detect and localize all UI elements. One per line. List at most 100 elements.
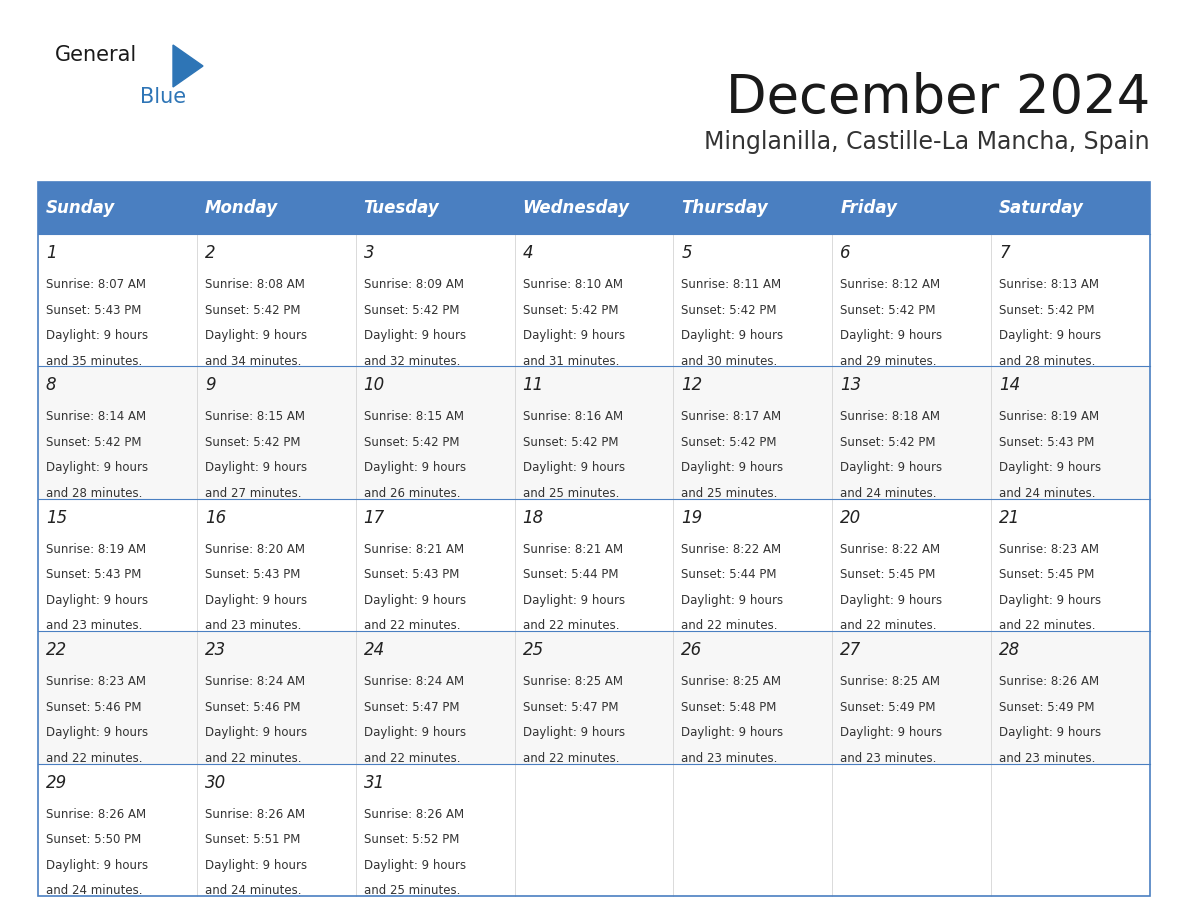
Text: Sunset: 5:43 PM: Sunset: 5:43 PM: [364, 568, 459, 581]
Text: Sunrise: 8:07 AM: Sunrise: 8:07 AM: [46, 278, 146, 291]
Text: 15: 15: [46, 509, 68, 527]
Text: Tuesday: Tuesday: [364, 199, 440, 217]
Text: Daylight: 9 hours: Daylight: 9 hours: [364, 726, 466, 739]
Text: 11: 11: [523, 376, 544, 395]
Text: Sunset: 5:42 PM: Sunset: 5:42 PM: [364, 304, 459, 317]
Text: and 34 minutes.: and 34 minutes.: [204, 354, 302, 367]
Text: Sunrise: 8:21 AM: Sunrise: 8:21 AM: [523, 543, 623, 555]
Text: Sunset: 5:42 PM: Sunset: 5:42 PM: [840, 304, 936, 317]
Text: Sunrise: 8:09 AM: Sunrise: 8:09 AM: [364, 278, 463, 291]
Text: Sunrise: 8:16 AM: Sunrise: 8:16 AM: [523, 410, 623, 423]
Text: 7: 7: [999, 244, 1010, 262]
Text: and 24 minutes.: and 24 minutes.: [999, 487, 1095, 500]
Text: Sunset: 5:42 PM: Sunset: 5:42 PM: [46, 436, 141, 449]
Text: Sunrise: 8:25 AM: Sunrise: 8:25 AM: [523, 676, 623, 688]
Text: Daylight: 9 hours: Daylight: 9 hours: [364, 329, 466, 342]
Text: and 25 minutes.: and 25 minutes.: [523, 487, 619, 500]
Text: Daylight: 9 hours: Daylight: 9 hours: [840, 329, 942, 342]
Text: 16: 16: [204, 509, 226, 527]
Text: and 30 minutes.: and 30 minutes.: [682, 354, 778, 367]
Text: Daylight: 9 hours: Daylight: 9 hours: [364, 594, 466, 607]
Text: December 2024: December 2024: [726, 72, 1150, 124]
Text: Sunrise: 8:22 AM: Sunrise: 8:22 AM: [840, 543, 941, 555]
Text: 31: 31: [364, 774, 385, 791]
Text: Sunrise: 8:26 AM: Sunrise: 8:26 AM: [46, 808, 146, 821]
Text: Minglanilla, Castille-La Mancha, Spain: Minglanilla, Castille-La Mancha, Spain: [704, 130, 1150, 154]
Text: and 22 minutes.: and 22 minutes.: [46, 752, 143, 765]
Text: and 22 minutes.: and 22 minutes.: [999, 620, 1095, 633]
Text: Sunset: 5:46 PM: Sunset: 5:46 PM: [204, 700, 301, 713]
Text: Sunrise: 8:15 AM: Sunrise: 8:15 AM: [364, 410, 463, 423]
Text: 26: 26: [682, 641, 702, 659]
Bar: [38, 764, 1150, 896]
Text: Sunset: 5:50 PM: Sunset: 5:50 PM: [46, 834, 141, 846]
Text: Sunset: 5:42 PM: Sunset: 5:42 PM: [204, 436, 301, 449]
Text: 30: 30: [204, 774, 226, 791]
Text: 2: 2: [204, 244, 215, 262]
Text: Daylight: 9 hours: Daylight: 9 hours: [204, 726, 307, 739]
Text: and 25 minutes.: and 25 minutes.: [364, 884, 460, 897]
Text: Sunset: 5:43 PM: Sunset: 5:43 PM: [999, 436, 1094, 449]
Text: Daylight: 9 hours: Daylight: 9 hours: [204, 329, 307, 342]
Text: Daylight: 9 hours: Daylight: 9 hours: [999, 594, 1101, 607]
Text: Daylight: 9 hours: Daylight: 9 hours: [46, 329, 148, 342]
Text: Sunset: 5:44 PM: Sunset: 5:44 PM: [682, 568, 777, 581]
Text: Daylight: 9 hours: Daylight: 9 hours: [682, 462, 784, 475]
Text: Sunset: 5:42 PM: Sunset: 5:42 PM: [682, 436, 777, 449]
Bar: [38, 366, 1150, 498]
Text: Sunset: 5:42 PM: Sunset: 5:42 PM: [364, 436, 459, 449]
Text: and 22 minutes.: and 22 minutes.: [204, 752, 302, 765]
Text: Sunrise: 8:20 AM: Sunrise: 8:20 AM: [204, 543, 305, 555]
Text: Sunrise: 8:23 AM: Sunrise: 8:23 AM: [999, 543, 1099, 555]
Text: Sunset: 5:47 PM: Sunset: 5:47 PM: [523, 700, 618, 713]
Text: Daylight: 9 hours: Daylight: 9 hours: [46, 462, 148, 475]
Text: Sunset: 5:49 PM: Sunset: 5:49 PM: [840, 700, 936, 713]
Text: Sunrise: 8:19 AM: Sunrise: 8:19 AM: [999, 410, 1099, 423]
Text: Daylight: 9 hours: Daylight: 9 hours: [682, 594, 784, 607]
Text: Sunrise: 8:10 AM: Sunrise: 8:10 AM: [523, 278, 623, 291]
Text: 20: 20: [840, 509, 861, 527]
Text: Daylight: 9 hours: Daylight: 9 hours: [364, 858, 466, 872]
Text: Sunrise: 8:12 AM: Sunrise: 8:12 AM: [840, 278, 941, 291]
Text: Sunset: 5:51 PM: Sunset: 5:51 PM: [204, 834, 301, 846]
Text: and 22 minutes.: and 22 minutes.: [523, 620, 619, 633]
Text: Daylight: 9 hours: Daylight: 9 hours: [46, 594, 148, 607]
Text: 18: 18: [523, 509, 544, 527]
Bar: [38, 182, 1150, 896]
Bar: [38, 632, 1150, 764]
Text: 4: 4: [523, 244, 533, 262]
Text: 17: 17: [364, 509, 385, 527]
Text: and 23 minutes.: and 23 minutes.: [840, 752, 936, 765]
Text: 14: 14: [999, 376, 1020, 395]
Text: 13: 13: [840, 376, 861, 395]
Text: Daylight: 9 hours: Daylight: 9 hours: [840, 594, 942, 607]
Text: and 32 minutes.: and 32 minutes.: [364, 354, 460, 367]
Text: Sunrise: 8:17 AM: Sunrise: 8:17 AM: [682, 410, 782, 423]
Text: and 23 minutes.: and 23 minutes.: [999, 752, 1095, 765]
Bar: [833, 182, 991, 234]
Text: Sunrise: 8:25 AM: Sunrise: 8:25 AM: [840, 676, 940, 688]
Text: and 24 minutes.: and 24 minutes.: [204, 884, 302, 897]
Text: Monday: Monday: [204, 199, 278, 217]
Bar: [38, 234, 1150, 366]
Text: Sunset: 5:46 PM: Sunset: 5:46 PM: [46, 700, 141, 713]
Text: Sunrise: 8:21 AM: Sunrise: 8:21 AM: [364, 543, 463, 555]
Text: Sunset: 5:48 PM: Sunset: 5:48 PM: [682, 700, 777, 713]
Text: 25: 25: [523, 641, 544, 659]
Text: Thursday: Thursday: [682, 199, 769, 217]
Text: 29: 29: [46, 774, 68, 791]
Text: Sunset: 5:42 PM: Sunset: 5:42 PM: [204, 304, 301, 317]
Text: 19: 19: [682, 509, 702, 527]
Text: Sunrise: 8:23 AM: Sunrise: 8:23 AM: [46, 676, 146, 688]
Text: Sunrise: 8:19 AM: Sunrise: 8:19 AM: [46, 543, 146, 555]
Text: Sunrise: 8:15 AM: Sunrise: 8:15 AM: [204, 410, 305, 423]
Bar: [674, 182, 833, 234]
Text: Daylight: 9 hours: Daylight: 9 hours: [523, 726, 625, 739]
Text: 1: 1: [46, 244, 57, 262]
Text: 24: 24: [364, 641, 385, 659]
Text: Sunrise: 8:11 AM: Sunrise: 8:11 AM: [682, 278, 782, 291]
Bar: [38, 498, 1150, 632]
Text: Sunrise: 8:25 AM: Sunrise: 8:25 AM: [682, 676, 782, 688]
Text: 12: 12: [682, 376, 702, 395]
Text: Daylight: 9 hours: Daylight: 9 hours: [364, 462, 466, 475]
